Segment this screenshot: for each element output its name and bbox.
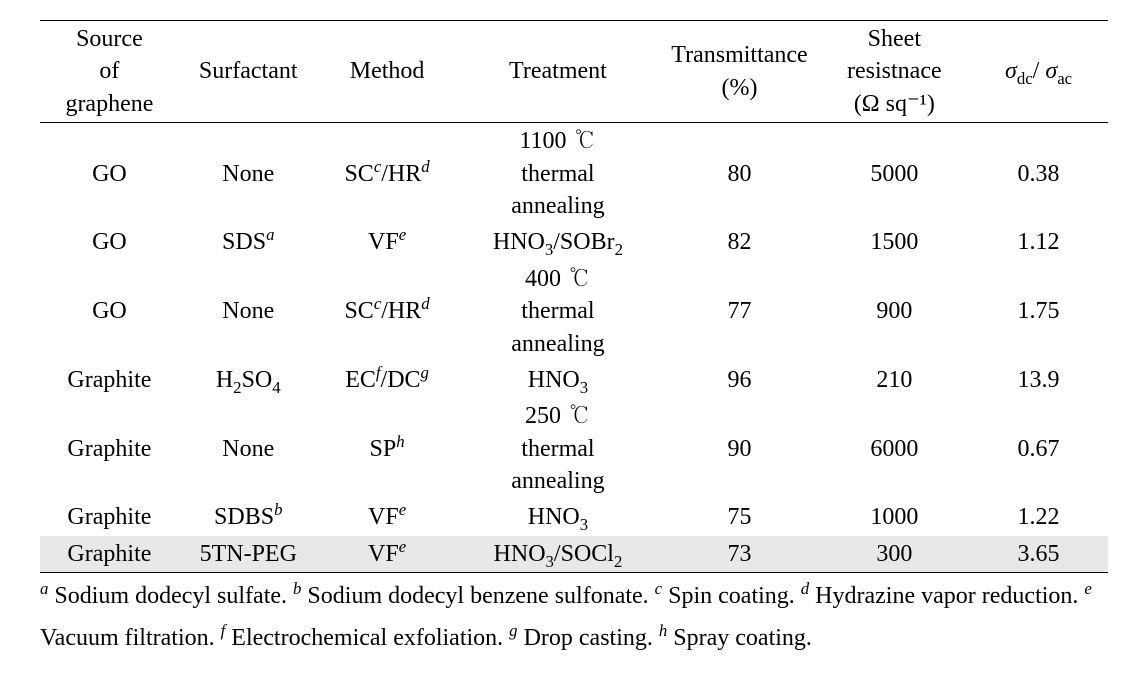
cell-ratio: 13.9 <box>969 362 1108 398</box>
cell-source: GO <box>40 224 179 260</box>
cell-ratio: 1.12 <box>969 224 1108 260</box>
cell-surfactant: None <box>179 398 318 499</box>
col-header-ratio: σdc/ σac <box>969 21 1108 123</box>
cell-method: SCc/HRd <box>318 123 457 225</box>
table-row: Graphite5TN-PEGVFeHNO3/SOCl2733003.65 <box>40 536 1108 573</box>
cell-surfactant: 5TN-PEG <box>179 536 318 573</box>
table-row: GraphiteH2SO4ECf/DCgHNO39621013.9 <box>40 362 1108 398</box>
col-header-method: Method <box>318 21 457 123</box>
table-row: GONoneSCc/HRd400 ℃thermalannealing779001… <box>40 261 1108 362</box>
cell-treatment: HNO3 <box>456 499 659 535</box>
table-head: SourceofgrapheneSurfactantMethodTreatmen… <box>40 21 1108 123</box>
cell-treatment: 250 ℃thermalannealing <box>456 398 659 499</box>
cell-transmittance: 90 <box>659 398 819 499</box>
cell-ratio: 3.65 <box>969 536 1108 573</box>
table-row: GraphiteSDBSbVFeHNO37510001.22 <box>40 499 1108 535</box>
table-row: GONoneSCc/HRd1100 ℃thermalannealing80500… <box>40 123 1108 225</box>
cell-treatment: 400 ℃thermalannealing <box>456 261 659 362</box>
cell-treatment: HNO3/SOBr2 <box>456 224 659 260</box>
cell-sheet_res: 210 <box>820 362 970 398</box>
cell-ratio: 1.75 <box>969 261 1108 362</box>
cell-source: GO <box>40 261 179 362</box>
cell-method: VFe <box>318 536 457 573</box>
cell-transmittance: 96 <box>659 362 819 398</box>
cell-method: ECf/DCg <box>318 362 457 398</box>
col-header-source: Sourceofgraphene <box>40 21 179 123</box>
cell-method: SPh <box>318 398 457 499</box>
cell-treatment: 1100 ℃thermalannealing <box>456 123 659 225</box>
cell-source: Graphite <box>40 536 179 573</box>
cell-method: VFe <box>318 499 457 535</box>
footnotes-block: a Sodium dodecyl sulfate. b Sodium dodec… <box>40 575 1108 659</box>
cell-source: Graphite <box>40 362 179 398</box>
cell-treatment: HNO3 <box>456 362 659 398</box>
cell-method: VFe <box>318 224 457 260</box>
cell-source: Graphite <box>40 398 179 499</box>
cell-surfactant: None <box>179 261 318 362</box>
col-header-treatment: Treatment <box>456 21 659 123</box>
col-header-transmittance: Transmittance(%) <box>659 21 819 123</box>
cell-sheet_res: 6000 <box>820 398 970 499</box>
cell-transmittance: 75 <box>659 499 819 535</box>
cell-transmittance: 77 <box>659 261 819 362</box>
cell-ratio: 0.67 <box>969 398 1108 499</box>
cell-sheet_res: 5000 <box>820 123 970 225</box>
page-container: SourceofgrapheneSurfactantMethodTreatmen… <box>0 0 1148 689</box>
cell-source: GO <box>40 123 179 225</box>
cell-sheet_res: 1500 <box>820 224 970 260</box>
cell-transmittance: 82 <box>659 224 819 260</box>
cell-ratio: 1.22 <box>969 499 1108 535</box>
cell-sheet_res: 900 <box>820 261 970 362</box>
cell-surfactant: SDBSb <box>179 499 318 535</box>
table-body: GONoneSCc/HRd1100 ℃thermalannealing80500… <box>40 123 1108 573</box>
cell-transmittance: 73 <box>659 536 819 573</box>
header-row: SourceofgrapheneSurfactantMethodTreatmen… <box>40 21 1108 123</box>
col-header-sheet_res: Sheetresistnace(Ω sq⁻¹) <box>820 21 970 123</box>
col-header-surfactant: Surfactant <box>179 21 318 123</box>
cell-ratio: 0.38 <box>969 123 1108 225</box>
cell-surfactant: SDSa <box>179 224 318 260</box>
table-row: GraphiteNoneSPh250 ℃thermalannealing9060… <box>40 398 1108 499</box>
cell-surfactant: None <box>179 123 318 225</box>
cell-treatment: HNO3/SOCl2 <box>456 536 659 573</box>
cell-sheet_res: 300 <box>820 536 970 573</box>
cell-surfactant: H2SO4 <box>179 362 318 398</box>
graphene-table: SourceofgrapheneSurfactantMethodTreatmen… <box>40 20 1108 573</box>
table-row: GOSDSaVFeHNO3/SOBr28215001.12 <box>40 224 1108 260</box>
cell-sheet_res: 1000 <box>820 499 970 535</box>
cell-method: SCc/HRd <box>318 261 457 362</box>
cell-source: Graphite <box>40 499 179 535</box>
cell-transmittance: 80 <box>659 123 819 225</box>
